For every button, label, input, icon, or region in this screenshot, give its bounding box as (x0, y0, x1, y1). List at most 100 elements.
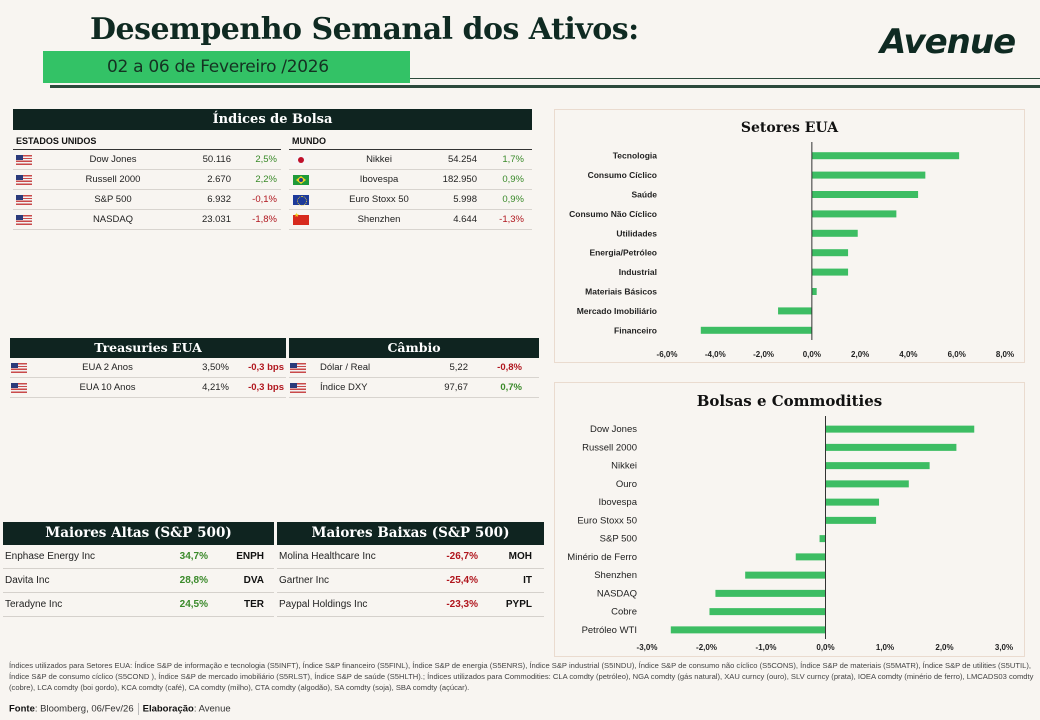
asset-name: EUA 10 Anos (79, 382, 136, 393)
company-name: Molina Healthcare Inc (279, 551, 376, 562)
footer: Fonte: Bloomberg, 06/Fev/26 Elaboração: A… (9, 703, 231, 715)
bar (819, 535, 826, 543)
asset-name: Nikkei (366, 154, 392, 165)
table-row: Shenzhen 4.644 -1,3% (289, 210, 532, 230)
category-label: Materiais Básicos (585, 287, 657, 297)
asset-name: S&P 500 (94, 194, 132, 205)
bar (745, 571, 826, 579)
bar (811, 249, 849, 257)
tick-label: 3,0% (995, 643, 1013, 652)
category-label: Utilidades (616, 228, 657, 238)
tick-label: 6,0% (948, 350, 966, 359)
flag-us-icon (290, 363, 306, 373)
company-name: Teradyne Inc (5, 599, 63, 610)
company-change: -25,4% (446, 575, 478, 586)
tick-label: 2,0% (935, 643, 953, 652)
asset-name: Shenzhen (357, 214, 401, 225)
asset-value: 3,50% (202, 362, 229, 373)
category-label: Shenzhen (594, 570, 637, 581)
flag-cn-icon (293, 212, 309, 225)
company-name: Davita Inc (5, 575, 50, 586)
date-range: 02 a 06 de Fevereiro /2026 (107, 57, 329, 77)
asset-name: Russell 2000 (85, 174, 141, 185)
asset-name: Dólar / Real (320, 362, 371, 373)
bar (811, 152, 960, 160)
sectors-bar-chart: Tecnologia Consumo Cíclico Saúde Consumo Nã… (569, 142, 1014, 359)
flag-us-icon (11, 383, 27, 393)
tick-label: -1,0% (756, 643, 777, 652)
treasuries-table: EUA 2 Anos 3,50% -0,3 bps EUA 10 Anos 4,21% -… (10, 358, 286, 398)
flag-us-icon (16, 195, 32, 205)
company-change: 34,7% (179, 551, 208, 562)
asset-change: -0,3 bps (248, 362, 284, 373)
asset-value: 182.950 (442, 174, 477, 185)
category-label: Mercado Imobiliário (577, 306, 657, 316)
asset-name: Ibovespa (359, 174, 399, 185)
flag-us-icon (16, 215, 32, 225)
flag-jp-icon (293, 155, 309, 165)
table-row: NASDAQ 23.031 -1,8% (13, 210, 281, 230)
author-label: Elaboração (142, 703, 194, 715)
flag-us-icon (11, 363, 27, 373)
asset-change: 1,7% (502, 154, 524, 165)
asset-value: 50.116 (202, 154, 231, 165)
bar (825, 516, 877, 524)
asset-change: 2,5% (255, 154, 277, 165)
bar (811, 288, 817, 295)
world-divider (289, 149, 532, 150)
asset-change: -0,8% (497, 362, 522, 373)
treasuries-header: Treasuries EUA (10, 338, 286, 358)
asset-change: 0,7% (500, 382, 522, 393)
bar (825, 443, 957, 451)
avenue-logo: Avenue (880, 22, 1016, 62)
company-name: Gartner Inc (279, 575, 330, 586)
asset-change: -0,3 bps (248, 382, 284, 393)
tick-label: 8,0% (996, 350, 1014, 359)
asset-name: Dow Jones (89, 154, 137, 165)
company-ticker: PYPL (505, 599, 532, 610)
company-name: Enphase Energy Inc (5, 551, 96, 562)
sectors-chart-title: Setores EUA (740, 120, 839, 136)
us-divider (13, 149, 281, 150)
tick-label: -2,0% (753, 350, 774, 359)
company-name: Paypal Holdings Inc (279, 599, 368, 610)
table-row: S&P 500 6.932 -0,1% (13, 190, 281, 210)
tick-label: 1,0% (876, 643, 894, 652)
tick-label: 0,0% (816, 643, 834, 652)
category-label: Dow Jones (590, 424, 637, 435)
asset-change: -1,3% (499, 214, 524, 225)
bar (778, 307, 812, 315)
bar (811, 229, 858, 237)
bar (715, 589, 826, 597)
author-value: : Avenue (193, 703, 231, 715)
page-title: Desempenho Semanal dos Ativos: (90, 12, 639, 47)
tick-label: -6,0% (657, 350, 678, 359)
asset-change: 0,9% (502, 174, 524, 185)
tick-label: 2,0% (851, 350, 869, 359)
category-label: Minério de Ferro (567, 552, 637, 563)
asset-change: 0,9% (502, 194, 524, 205)
us-section-label: ESTADOS UNIDOS (16, 136, 97, 146)
bar (811, 268, 849, 276)
flag-us-icon (16, 175, 32, 185)
category-label: Ibovespa (598, 497, 637, 508)
footer-separator (137, 703, 139, 715)
bar (825, 425, 975, 433)
table-row: Dólar / Real 5,22 -0,8% (289, 358, 539, 378)
asset-value: 2.670 (207, 174, 231, 185)
company-change: 24,5% (179, 599, 208, 610)
mover-row: Paypal Holdings Inc -23,3% PYPL (277, 593, 544, 617)
category-label: Tecnologia (613, 151, 658, 161)
table-row: Euro Stoxx 50 5.998 0,9% (289, 190, 532, 210)
asset-name: Euro Stoxx 50 (349, 194, 409, 205)
date-range-band: 02 a 06 de Fevereiro /2026 (43, 51, 410, 83)
bar (709, 608, 826, 616)
tick-label: 4,0% (899, 350, 917, 359)
tick-label: -3,0% (637, 643, 658, 652)
table-row: Russell 2000 2.670 2,2% (13, 170, 281, 190)
mover-row: Teradyne Inc 24,5% TER (3, 593, 274, 617)
bar (825, 480, 909, 488)
table-row: EUA 10 Anos 4,21% -0,3 bps (10, 378, 286, 398)
asset-name: EUA 2 Anos (82, 362, 133, 373)
tick-label: 0,0% (803, 350, 821, 359)
